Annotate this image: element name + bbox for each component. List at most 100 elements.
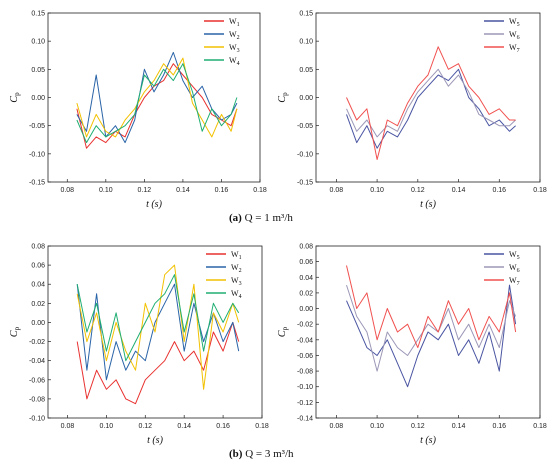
- series-line-w7: [346, 46, 516, 160]
- x-axis-label: t (s): [146, 199, 163, 210]
- plot-frame: [315, 245, 541, 419]
- y-tick-label: -0.06: [29, 377, 45, 384]
- y-tick-label: -0.05: [29, 123, 45, 130]
- legend-label-w5: W5: [509, 250, 520, 261]
- y-tick-label: -0.14: [297, 416, 313, 423]
- legend-label-w7: W7: [509, 43, 520, 54]
- y-tick-label: 0.15: [299, 11, 313, 18]
- y-tick-label: 0.05: [31, 67, 45, 74]
- y-tick-label: -0.04: [29, 358, 45, 365]
- x-tick-label: 0.08: [330, 423, 344, 430]
- caption-a: (a) Q = 1 m³/h: [229, 212, 293, 224]
- x-tick-label: 0.18: [533, 187, 547, 194]
- x-tick-label: 0.12: [411, 187, 425, 194]
- y-tick-label: 0.00: [31, 95, 45, 102]
- chart-a-left: -0.15 -0.10 -0.05 0.00 0.05 0.10 0.15 0.08 0.10 0…: [9, 11, 267, 211]
- y-tick-label: -0.06: [297, 353, 313, 360]
- series-line-w2: [76, 51, 238, 144]
- x-tick-label: 0.18: [253, 187, 267, 194]
- y-tick-label: 0.05: [299, 67, 313, 74]
- x-tick-label: 0.08: [330, 187, 344, 194]
- plot-frame: [47, 245, 263, 419]
- legend-label-w5: W5: [509, 17, 520, 28]
- legend-label-w6: W6: [509, 30, 520, 41]
- y-tick-label: 0.10: [31, 39, 45, 46]
- series-line-w2: [76, 283, 240, 381]
- x-tick-label: 0.18: [255, 423, 269, 430]
- x-tick-label: 0.10: [99, 187, 113, 194]
- legend-label-w4: W4: [229, 56, 240, 67]
- y-tick-label: -0.02: [297, 322, 313, 329]
- y-tick-label: -0.05: [297, 123, 313, 130]
- series-line-w1: [76, 321, 240, 405]
- chart-a-right: -0.15 -0.10 -0.05 0.00 0.05 0.10 0.15 0.08 0.10 0…: [277, 11, 547, 211]
- legend-label-w1: W1: [229, 17, 240, 28]
- x-tick-label: 0.16: [492, 423, 506, 430]
- x-tick-label: 0.12: [138, 187, 152, 194]
- series-line-w4: [76, 274, 240, 362]
- series-line-w4: [76, 63, 238, 144]
- legend-label-w2: W2: [231, 263, 242, 274]
- y-tick-label: 0.15: [31, 11, 45, 18]
- y-tick-label: -0.10: [297, 384, 313, 391]
- y-tick-label: 0.04: [299, 275, 313, 282]
- x-tick-label: 0.18: [533, 423, 547, 430]
- series-line-w6: [346, 284, 517, 372]
- y-tick-label: 0.06: [31, 263, 45, 270]
- y-tick-label: -0.02: [29, 339, 45, 346]
- legend-label-w3: W3: [231, 276, 242, 287]
- x-tick-label: 0.08: [60, 187, 74, 194]
- x-tick-label: 0.14: [452, 423, 466, 430]
- legend-label-w1: W1: [231, 250, 242, 261]
- x-tick-label: 0.10: [370, 423, 384, 430]
- y-tick-label: 0.00: [31, 320, 45, 327]
- x-tick-label: 0.08: [61, 423, 75, 430]
- y-tick-label: 0.04: [31, 282, 45, 289]
- y-tick-label: -0.15: [29, 180, 45, 187]
- y-tick-label: -0.08: [29, 396, 45, 403]
- x-tick-label: 0.14: [177, 423, 191, 430]
- series-line-w5: [346, 68, 516, 149]
- series-line-w7: [346, 265, 517, 349]
- y-tick-label: 0.02: [31, 301, 45, 308]
- legend-label-w3: W3: [229, 43, 240, 54]
- x-axis-label: t (s): [420, 199, 437, 210]
- y-axis-label: Cp: [9, 326, 21, 337]
- x-tick-label: 0.10: [100, 423, 114, 430]
- x-tick-label: 0.16: [216, 423, 230, 430]
- y-tick-label: -0.10: [29, 416, 45, 423]
- x-axis-label: t (s): [420, 435, 437, 446]
- y-tick-label: -0.15: [297, 180, 313, 187]
- caption-b: (b) Q = 3 m³/h: [229, 448, 294, 460]
- y-tick-label: -0.10: [297, 151, 313, 158]
- y-tick-label: -0.08: [297, 369, 313, 376]
- legend-label-w4: W4: [231, 289, 242, 300]
- caption-b-label: (b): [229, 448, 243, 460]
- y-tick-label: 0.08: [299, 244, 313, 251]
- y-tick-label: 0.00: [299, 95, 313, 102]
- x-tick-label: 0.12: [138, 423, 152, 430]
- legend-label-w2: W2: [229, 30, 240, 41]
- plot-frame: [315, 12, 541, 183]
- x-tick-label: 0.14: [176, 187, 190, 194]
- caption-a-label: (a): [229, 212, 242, 224]
- y-tick-label: -0.04: [297, 337, 313, 344]
- x-tick-label: 0.14: [452, 187, 466, 194]
- caption-a-text: Q = 1 m³/h: [244, 212, 293, 224]
- chart-b-right: -0.14 -0.12 -0.10 -0.08 -0.06 -0.04 -0.02 0.00 0…: [277, 244, 547, 447]
- x-tick-label: 0.16: [492, 187, 506, 194]
- y-axis-label: Cp: [9, 92, 21, 103]
- y-tick-label: 0.02: [299, 290, 313, 297]
- y-tick-label: 0.10: [299, 39, 313, 46]
- caption-b-text: Q = 3 m³/h: [245, 448, 294, 460]
- x-tick-label: 0.12: [411, 423, 425, 430]
- y-axis-label: Cp: [277, 92, 289, 103]
- y-tick-label: 0.06: [299, 259, 313, 266]
- x-tick-label: 0.10: [370, 187, 384, 194]
- series-line-w3: [76, 57, 238, 138]
- series-line-w5: [346, 284, 517, 388]
- x-tick-label: 0.16: [215, 187, 229, 194]
- y-tick-label: -0.12: [297, 400, 313, 407]
- y-tick-label: 0.00: [299, 306, 313, 313]
- x-axis-label: t (s): [147, 435, 164, 446]
